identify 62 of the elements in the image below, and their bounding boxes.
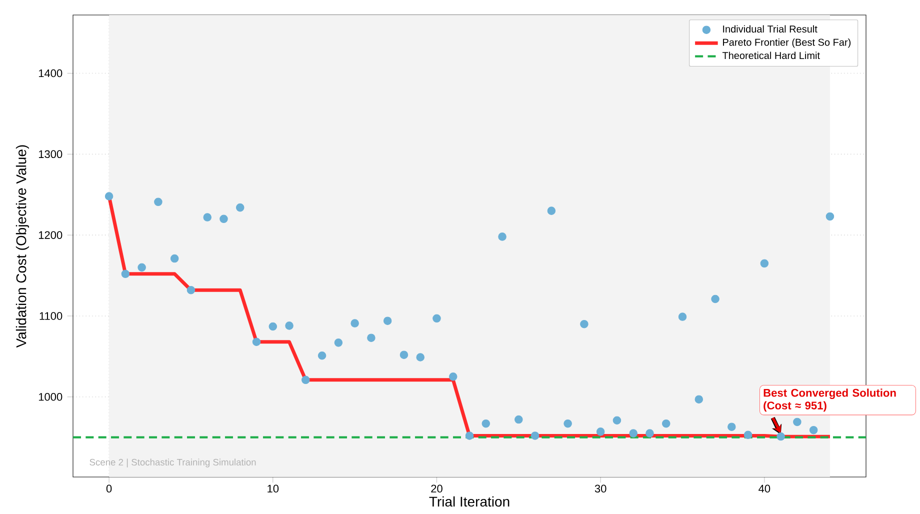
y-tick-label: 1400: [38, 69, 62, 78]
point: [318, 351, 326, 360]
point: [662, 419, 670, 428]
point: [760, 259, 769, 268]
x-tick-label: 10: [268, 484, 279, 493]
point: [448, 372, 458, 381]
annotation: Best Converged Solution (Cost ≈ 951): [764, 388, 896, 412]
point: [514, 415, 523, 424]
point: [203, 213, 212, 222]
point: [416, 353, 424, 362]
annotation: Scene 2 | Stochastic Training Simulation: [90, 458, 256, 468]
point: [678, 312, 687, 321]
x-axis-title: Trial Iteration: [429, 496, 510, 507]
x-tick-label: 40: [758, 484, 770, 493]
point: [154, 198, 162, 206]
point: [580, 320, 588, 328]
x-tick-label: 0: [106, 484, 112, 493]
legend-label: Pareto Frontier (Best So Far): [723, 38, 851, 48]
point: [646, 429, 654, 438]
point: [350, 319, 359, 328]
point: [104, 192, 114, 200]
point: [220, 214, 228, 224]
point: [334, 338, 343, 347]
point: [170, 254, 179, 263]
point: [793, 418, 802, 426]
y-tick-label: 1200: [38, 231, 62, 239]
point: [564, 419, 572, 428]
point: [383, 316, 392, 325]
point: [612, 416, 622, 424]
point: [186, 286, 196, 294]
legend-label: Theoretical Hard Limit: [722, 52, 820, 60]
point: [629, 429, 638, 438]
point: [776, 432, 785, 441]
point: [498, 232, 506, 241]
point: [367, 334, 376, 342]
x-tick-label: 30: [594, 484, 606, 493]
point: [744, 430, 752, 440]
x-tick-label: 20: [431, 484, 442, 493]
y-axis-title: Validation Cost (Objective Value): [16, 145, 29, 348]
point: [465, 432, 474, 440]
point: [121, 270, 130, 278]
point: [268, 322, 278, 331]
point: [694, 395, 704, 404]
point: [530, 432, 540, 440]
point: [236, 203, 244, 212]
point: [809, 426, 818, 434]
point: [826, 212, 834, 221]
point: [482, 419, 490, 428]
point: [252, 338, 261, 346]
point: [728, 422, 736, 431]
y-tick-label: 1300: [38, 150, 62, 158]
point: [302, 376, 310, 384]
legend-label: Individual Trial Result: [723, 25, 818, 33]
point: [285, 322, 294, 330]
y-tick-label: 1100: [40, 312, 62, 320]
y-tick-label: 1000: [38, 393, 62, 401]
point: [400, 350, 408, 359]
point: [432, 314, 441, 323]
point: [596, 428, 605, 436]
point: [547, 206, 556, 215]
point: [138, 263, 146, 272]
point: [711, 294, 720, 304]
